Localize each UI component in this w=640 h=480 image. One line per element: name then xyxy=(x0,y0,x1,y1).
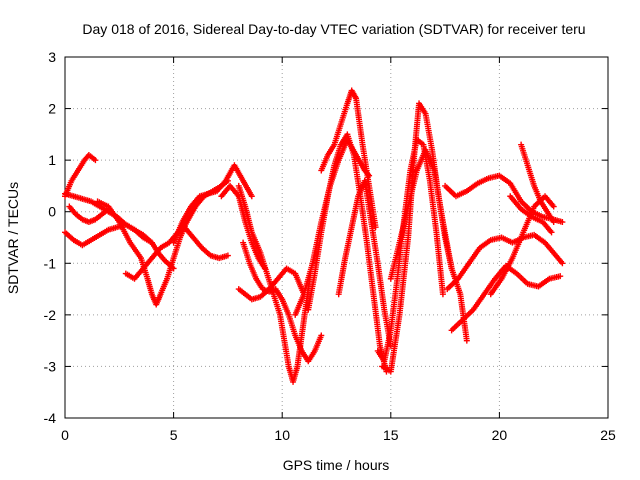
y-tick-label: 2 xyxy=(48,101,56,117)
series-track-15 xyxy=(318,87,379,231)
series-track-7 xyxy=(170,162,255,246)
x-tick-label: 10 xyxy=(274,427,290,443)
data-point xyxy=(318,332,325,339)
x-tick-label: 0 xyxy=(61,427,69,443)
grid xyxy=(65,57,608,418)
series-track-10 xyxy=(235,182,314,385)
data-point xyxy=(550,203,557,210)
y-tick-label: -1 xyxy=(44,255,57,271)
y-tick-label: -2 xyxy=(44,307,57,323)
chart-title: Day 018 of 2016, Sidereal Day-to-day VTE… xyxy=(82,21,585,37)
data-point xyxy=(148,239,155,246)
data-point xyxy=(92,157,99,164)
y-axis-label: SDTVAR / TECUs xyxy=(5,182,21,294)
x-tick-label: 5 xyxy=(170,427,178,443)
series-track-1 xyxy=(62,151,99,200)
data-points xyxy=(62,87,566,385)
data-point xyxy=(557,273,564,280)
series-track-21 xyxy=(444,231,566,293)
data-point xyxy=(248,193,255,200)
x-axis-label: GPS time / hours xyxy=(283,457,390,473)
x-tick-label: 15 xyxy=(383,427,399,443)
y-tick-label: 3 xyxy=(48,49,56,65)
data-point xyxy=(439,291,446,298)
data-point xyxy=(372,224,379,231)
axis-ticks: 0 5 10 15 20 25 -4 -3 -2 -1 0 1 2 3 xyxy=(44,49,616,443)
data-point xyxy=(548,229,555,236)
y-tick-label: -3 xyxy=(44,358,57,374)
data-point xyxy=(559,219,566,226)
data-point xyxy=(550,219,557,226)
plot-frame xyxy=(64,56,609,419)
y-tick-label: 1 xyxy=(48,152,56,168)
series-track-25 xyxy=(507,193,555,236)
series-track-24 xyxy=(518,141,557,226)
data-point xyxy=(224,252,231,259)
y-tick-label: 0 xyxy=(48,204,56,220)
series-track-4 xyxy=(66,203,112,226)
series-track-8 xyxy=(181,224,231,262)
data-point xyxy=(559,260,566,267)
y-tick-label: -4 xyxy=(44,410,57,426)
series-track-16 xyxy=(335,177,394,349)
x-tick-label: 20 xyxy=(492,427,508,443)
x-tick-label: 25 xyxy=(600,427,616,443)
data-point xyxy=(463,337,470,344)
